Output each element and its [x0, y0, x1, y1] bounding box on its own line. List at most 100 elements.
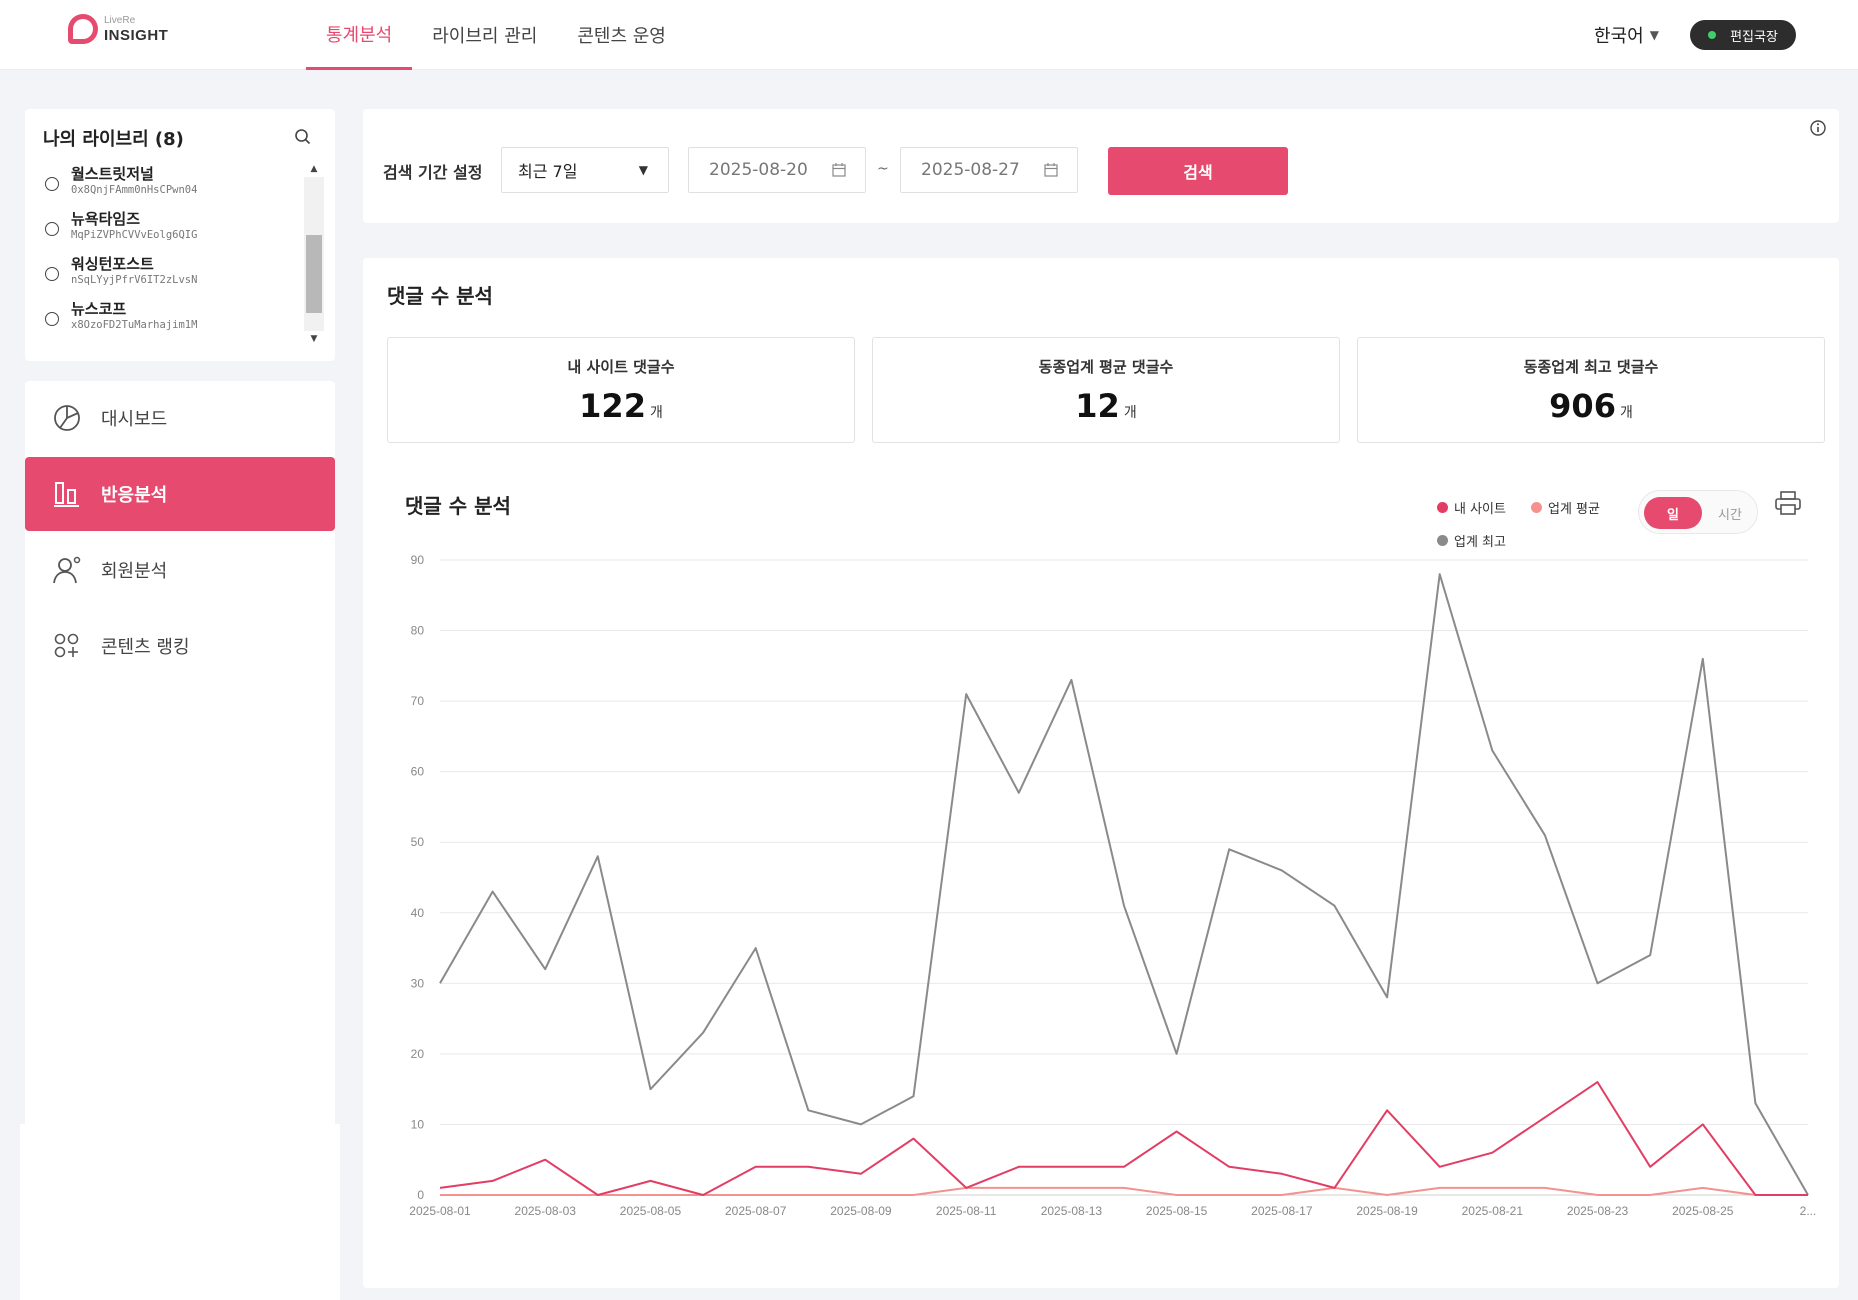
- app-logo[interactable]: LiveRe INSIGHT: [68, 14, 168, 44]
- bar-chart-icon: [51, 478, 83, 510]
- calendar-icon[interactable]: [831, 162, 847, 178]
- stat-label: 내 사이트 댓글수: [567, 358, 675, 376]
- x-tick-label: 2025-08-17: [1251, 1204, 1313, 1218]
- nav-content-ops[interactable]: 콘텐츠 운영: [577, 26, 666, 47]
- scroll-thumb[interactable]: [306, 235, 322, 313]
- logo-text: LiveRe INSIGHT: [104, 15, 169, 44]
- y-tick-label: 30: [411, 976, 425, 990]
- language-label: 한국어: [1594, 26, 1644, 47]
- library-item[interactable]: 뉴욕타임즈 MqPiZVPhCVVvEolg6QIG: [45, 210, 315, 255]
- chevron-down-icon: ▼: [1649, 28, 1659, 42]
- legend-my-site[interactable]: 내 사이트: [1437, 498, 1506, 517]
- library-list: 월스트릿저널 0x8QnjFAmm0nHsCPwn04 뉴욕타임즈 MqPiZV…: [45, 165, 315, 355]
- stat-value: 906: [1549, 387, 1616, 425]
- start-date-input[interactable]: 2025-08-20: [688, 147, 866, 193]
- search-button[interactable]: 검색: [1108, 147, 1288, 195]
- library-scrollbar[interactable]: ▲ ▼: [304, 161, 324, 347]
- toggle-day[interactable]: 일: [1644, 497, 1702, 529]
- radio-button[interactable]: [45, 312, 59, 326]
- sidebar-item-label: 반응분석: [101, 485, 168, 506]
- sidebar-item-members[interactable]: 회원분석: [25, 533, 335, 607]
- library-item[interactable]: 월스트릿저널 0x8QnjFAmm0nHsCPwn04: [45, 165, 315, 210]
- print-icon[interactable]: [1774, 490, 1802, 516]
- y-tick-label: 60: [411, 765, 425, 779]
- library-item-text: 뉴욕타임즈 MqPiZVPhCVVvEolg6QIG: [71, 210, 197, 243]
- radio-button[interactable]: [45, 267, 59, 281]
- y-tick-label: 10: [411, 1117, 425, 1131]
- x-tick-label: 2025-08-11: [936, 1204, 997, 1218]
- series-line: [439, 1081, 1808, 1196]
- scroll-down-arrow-icon[interactable]: ▼: [310, 334, 318, 344]
- chevron-down-icon: ▼: [638, 163, 648, 177]
- top-header: LiveRe INSIGHT 통계분석 라이브리 관리 콘텐츠 운영 한국어 ▼…: [0, 0, 1858, 70]
- stat-card-industry-max: 동종업계 최고 댓글수 906 개: [1357, 337, 1825, 443]
- library-item[interactable]: 워싱턴포스트 nSqLYyjPfrV6IT2zLvsN: [45, 255, 315, 300]
- search-filter-card: 검색 기간 설정 최근 7일 ▼ 2025-08-20 ~ 2025-08-27…: [363, 109, 1839, 223]
- legend-industry-avg[interactable]: 업계 평균: [1531, 498, 1600, 517]
- library-item[interactable]: 뉴스코프 x8OzoFD2TuMarhajim1M: [45, 300, 315, 345]
- sidebar-item-content-ranking[interactable]: 콘텐츠 랭킹: [25, 609, 335, 683]
- stat-value: 122: [579, 387, 646, 425]
- nav-library-manage[interactable]: 라이브리 관리: [432, 26, 538, 47]
- y-tick-label: 20: [411, 1047, 425, 1061]
- stat-value-wrap: 122 개: [388, 387, 854, 425]
- nav-stats[interactable]: 통계분석: [306, 0, 413, 70]
- status-dot-icon: [1708, 31, 1717, 39]
- x-tick-label: 2025-08-13: [1041, 1204, 1103, 1218]
- calendar-icon[interactable]: [1043, 162, 1059, 178]
- chart-title: 댓글 수 분석: [405, 494, 511, 518]
- x-tick-label: 2025-08-05: [620, 1204, 682, 1218]
- library-item-key: nSqLYyjPfrV6IT2zLvsN: [71, 274, 198, 286]
- library-title: 나의 라이브리 (8): [43, 129, 184, 150]
- y-tick-label: 0: [417, 1188, 424, 1202]
- info-icon[interactable]: [1809, 119, 1827, 137]
- stat-value-wrap: 906 개: [1358, 387, 1824, 425]
- period-select-value: 최근 7일: [518, 162, 578, 181]
- search-icon[interactable]: [293, 127, 313, 147]
- stat-label: 동종업계 최고 댓글수: [1523, 358, 1659, 376]
- x-tick-label: 2025-08-19: [1356, 1204, 1418, 1218]
- radio-button[interactable]: [45, 177, 59, 191]
- logo-big-text: INSIGHT: [104, 26, 169, 44]
- legend-label: 내 사이트: [1454, 502, 1506, 517]
- series-line: [440, 1186, 1808, 1196]
- period-select[interactable]: 최근 7일 ▼: [501, 147, 669, 193]
- granularity-toggle[interactable]: 일 시간: [1638, 490, 1758, 534]
- line-chart: 0 10 20 30 40 50 60 70 80 90 2025-08-01 2025-08-03 2…: [409, 553, 1816, 1218]
- legend-industry-max[interactable]: 업계 최고: [1437, 531, 1506, 550]
- y-tick-label: 90: [411, 553, 425, 567]
- legend-label: 업계 최고: [1454, 535, 1506, 550]
- stat-unit: 개: [1123, 405, 1137, 421]
- search-period-label: 검색 기간 설정: [383, 163, 483, 182]
- stat-card-my-site: 내 사이트 댓글수 122 개: [387, 337, 855, 443]
- sidebar-item-label: 회원분석: [101, 561, 168, 582]
- scroll-track[interactable]: [304, 177, 324, 331]
- end-date-input[interactable]: 2025-08-27: [900, 147, 1078, 193]
- x-tick-label: 2025-08-03: [515, 1204, 577, 1218]
- radio-button[interactable]: [45, 222, 59, 236]
- date-separator: ~: [877, 161, 889, 177]
- legend-label: 업계 평균: [1548, 502, 1600, 517]
- toggle-hour[interactable]: 시간: [1718, 507, 1742, 523]
- sidebar-item-label: 콘텐츠 랭킹: [101, 637, 190, 658]
- comment-analysis-card: 댓글 수 분석 내 사이트 댓글수 122 개 동종업계 평균 댓글수 12 개 동…: [363, 258, 1839, 1288]
- x-tick-label: 2025-08-23: [1567, 1204, 1629, 1218]
- library-item-name: 워싱턴포스트: [71, 255, 154, 273]
- sidebar-item-reaction[interactable]: 반응분석: [25, 457, 335, 531]
- language-select[interactable]: 한국어 ▼: [1594, 22, 1659, 48]
- legend-dot-icon: [1531, 502, 1542, 513]
- sidebar-item-dashboard[interactable]: 대시보드: [25, 381, 335, 455]
- end-date-value: 2025-08-27: [921, 160, 1020, 180]
- x-tick-label: 2025-08-25: [1672, 1204, 1734, 1218]
- library-item-key: x8OzoFD2TuMarhajim1M: [71, 319, 198, 331]
- user-role-badge[interactable]: 편집국장: [1690, 20, 1796, 50]
- x-tick-label: 2025-08-15: [1146, 1204, 1208, 1218]
- y-tick-label: 40: [411, 906, 425, 920]
- library-item-name: 뉴욕타임즈: [71, 210, 141, 228]
- scroll-up-arrow-icon[interactable]: ▲: [310, 164, 318, 174]
- series-line: [439, 573, 1809, 1196]
- legend-dot-icon: [1437, 535, 1448, 546]
- library-item-name: 월스트릿저널: [71, 165, 154, 183]
- sidebar-footer-area: [20, 1124, 340, 1300]
- x-tick-label: 2025-08-21: [1462, 1204, 1524, 1218]
